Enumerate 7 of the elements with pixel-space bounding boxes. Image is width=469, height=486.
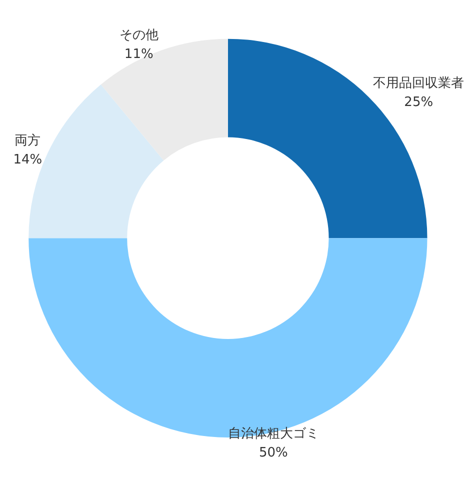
slice-label: 両方 — [14, 132, 41, 149]
slice-label: その他 — [119, 28, 158, 43]
data-label: 11% — [124, 46, 154, 62]
slice-label: 不用品回収業者 — [373, 76, 464, 91]
data-label: 50% — [258, 445, 288, 460]
data-label: 25% — [404, 94, 434, 110]
data-label: 14% — [13, 152, 42, 168]
